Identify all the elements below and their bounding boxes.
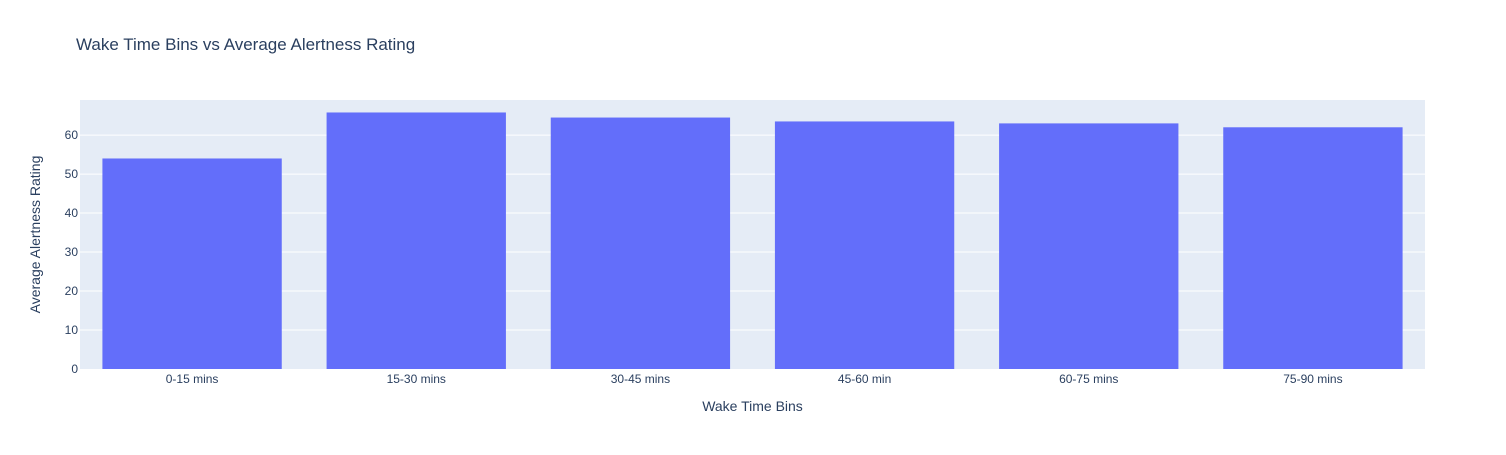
- x-tick-label: 60-75 mins: [1059, 372, 1118, 386]
- gridlines: [80, 134, 1425, 331]
- y-tick-label: 0: [71, 362, 78, 376]
- x-tick-label: 45-60 min: [838, 372, 891, 386]
- bars: [102, 112, 1403, 370]
- chart-title: Wake Time Bins vs Average Alertness Rati…: [76, 35, 415, 54]
- y-axis-ticks: 0 10 20 30 40 50 60: [65, 128, 79, 376]
- x-tick-label: 75-90 mins: [1283, 372, 1342, 386]
- bar: [1223, 127, 1403, 369]
- x-axis-ticks: 0-15 mins 15-30 mins 30-45 mins 45-60 min 60…: [166, 372, 1343, 386]
- y-tick-label: 20: [65, 284, 79, 298]
- bar: [999, 123, 1179, 370]
- x-tick-label: 15-30 mins: [387, 372, 446, 386]
- x-tick-label: 30-45 mins: [611, 372, 670, 386]
- y-tick-label: 10: [65, 323, 79, 337]
- y-tick-label: 30: [65, 245, 79, 259]
- x-axis-title: Wake Time Bins: [702, 398, 803, 414]
- bar: [102, 158, 282, 369]
- y-axis-title: Average Alertness Rating: [27, 156, 43, 314]
- plot-background: [80, 100, 1425, 369]
- y-tick-label: 50: [65, 167, 79, 181]
- x-tick-label: 0-15 mins: [166, 372, 219, 386]
- bar: [326, 112, 506, 369]
- bar: [774, 121, 955, 369]
- bar: [550, 117, 731, 369]
- y-tick-label: 60: [65, 128, 79, 142]
- y-tick-label: 40: [65, 206, 79, 220]
